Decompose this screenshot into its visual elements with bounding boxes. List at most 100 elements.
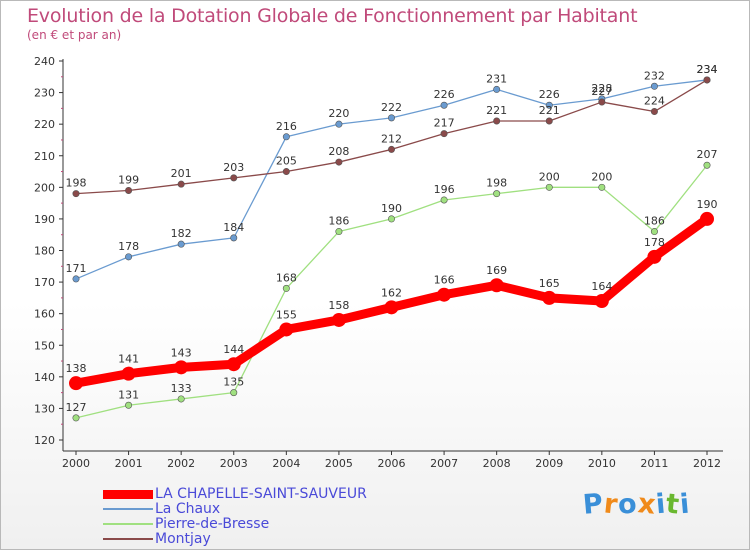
logo-letter: i [678, 488, 692, 521]
data-label: 143 [171, 346, 192, 359]
y-minor-tick [61, 423, 63, 425]
data-label: 207 [697, 148, 718, 161]
x-tick-label: 2009 [535, 457, 563, 470]
series-point [493, 117, 501, 125]
data-label: 178 [118, 240, 139, 253]
y-minor-tick [61, 265, 63, 267]
data-label: 217 [434, 117, 455, 130]
series-point [598, 183, 606, 191]
legend-label: La Chaux [155, 501, 221, 517]
x-tick-label: 2002 [167, 457, 195, 470]
series-point [230, 174, 238, 182]
data-label: 165 [539, 277, 560, 290]
data-label: 234 [697, 63, 718, 76]
series-point [387, 145, 395, 153]
y-tick-label: 220 [34, 118, 55, 131]
data-label: 127 [66, 401, 87, 414]
data-label: 232 [644, 69, 665, 82]
x-tick-label: 2010 [588, 457, 616, 470]
series-point [700, 211, 714, 226]
series-point [335, 228, 343, 236]
series-point [125, 253, 133, 261]
series-point [177, 240, 185, 248]
chart-subtitle: (en € et par an) [27, 28, 122, 42]
y-tick-label: 240 [34, 55, 55, 68]
x-tick-label: 2006 [378, 457, 406, 470]
series-point [282, 284, 290, 292]
chart-title: Evolution de la Dotation Globale de Fonc… [27, 5, 638, 27]
series-point [387, 114, 395, 122]
data-label: 198 [486, 177, 507, 190]
y-tick-label: 140 [34, 371, 55, 384]
data-label: 203 [223, 161, 244, 174]
data-label: 198 [66, 177, 87, 190]
x-tick-label: 2001 [115, 457, 143, 470]
data-label: 141 [118, 353, 139, 366]
series-point [650, 228, 658, 236]
x-tick-label: 2011 [640, 457, 668, 470]
series-point [437, 287, 452, 302]
y-tick-label: 120 [34, 434, 55, 447]
y-tick-label: 190 [34, 213, 55, 226]
y-minor-tick [61, 234, 63, 236]
x-tick-label: 2012 [693, 457, 721, 470]
data-label: 200 [591, 170, 612, 183]
data-label: 168 [276, 271, 297, 284]
series-point [440, 101, 448, 109]
series-point [335, 158, 343, 166]
data-label: 226 [539, 88, 560, 101]
y-minor-tick [61, 139, 63, 141]
data-label: 221 [539, 104, 560, 117]
data-label: 228 [591, 82, 612, 95]
data-label: 169 [486, 264, 507, 277]
series-point [647, 249, 662, 264]
series-point [121, 366, 136, 381]
data-label: 196 [434, 183, 455, 196]
logo-letter: P [581, 488, 606, 521]
data-label: 144 [223, 343, 244, 356]
series-point [72, 275, 80, 283]
y-minor-tick [61, 297, 63, 299]
series-point [387, 215, 395, 223]
series-point [545, 101, 553, 109]
data-label: 220 [328, 107, 349, 120]
x-tick-label: 2007 [430, 457, 458, 470]
y-minor-tick [61, 360, 63, 362]
series-point [598, 98, 606, 106]
data-label: 234 [697, 63, 718, 76]
series-point [226, 357, 241, 372]
data-label: 190 [381, 202, 402, 215]
x-tick-label: 2000 [62, 457, 90, 470]
series-point [125, 186, 133, 194]
y-minor-tick [61, 171, 63, 173]
data-label: 200 [539, 170, 560, 183]
data-label: 186 [328, 215, 349, 228]
data-label: 212 [381, 132, 402, 145]
data-label: 205 [276, 155, 297, 168]
data-label: 231 [486, 72, 507, 85]
legend-label: Montjay [155, 531, 211, 547]
data-label: 201 [171, 167, 192, 180]
data-label: 166 [434, 274, 455, 287]
data-label: 131 [118, 388, 139, 401]
y-minor-tick [61, 76, 63, 78]
y-minor-tick [61, 392, 63, 394]
series-point [542, 290, 557, 305]
y-minor-tick [61, 202, 63, 204]
series-point [230, 234, 238, 242]
y-minor-tick [61, 107, 63, 109]
series-point [279, 322, 294, 337]
y-tick-label: 130 [34, 402, 55, 415]
series-point [545, 183, 553, 191]
x-tick-label: 2005 [325, 457, 353, 470]
series-point [72, 414, 80, 422]
data-label: 155 [276, 308, 297, 321]
data-label: 162 [381, 286, 402, 299]
data-label: 182 [171, 227, 192, 240]
series-point [174, 360, 189, 375]
data-label: 190 [697, 198, 718, 211]
series-point [489, 278, 504, 293]
series-point [440, 130, 448, 138]
